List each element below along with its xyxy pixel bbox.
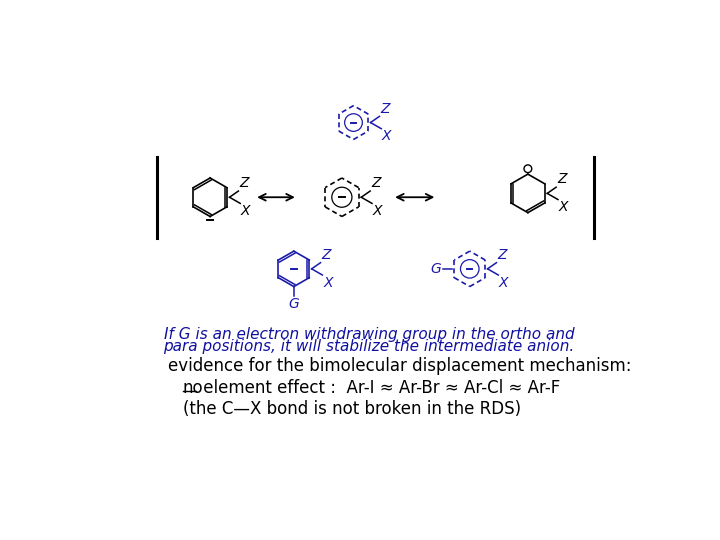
Text: Z: Z [380,102,390,116]
Text: X: X [323,276,333,290]
Text: element effect :  Ar-I ≈ Ar-Br ≈ Ar-Cl ≈ Ar-F: element effect : Ar-I ≈ Ar-Br ≈ Ar-Cl ≈ … [198,379,560,397]
Text: Z: Z [498,248,507,262]
Text: If G is an electron withdrawing group in the ortho and: If G is an electron withdrawing group in… [163,327,575,342]
Text: Z: Z [239,176,248,190]
Text: X: X [373,204,382,218]
Text: Z: Z [371,176,380,190]
Text: Z: Z [321,248,330,262]
Text: evidence for the bimolecular displacement mechanism:: evidence for the bimolecular displacemen… [168,357,631,375]
Text: G: G [431,262,441,276]
Text: X: X [382,130,392,144]
Text: X: X [241,204,251,218]
Text: para positions, it will stabilize the intermediate anion.: para positions, it will stabilize the in… [163,339,575,354]
Text: G: G [289,298,300,312]
Text: Z: Z [557,172,567,186]
Text: no: no [183,379,204,397]
Text: X: X [559,200,568,214]
Text: (the C—X bond is not broken in the RDS): (the C—X bond is not broken in the RDS) [183,400,521,418]
Text: X: X [499,276,508,290]
